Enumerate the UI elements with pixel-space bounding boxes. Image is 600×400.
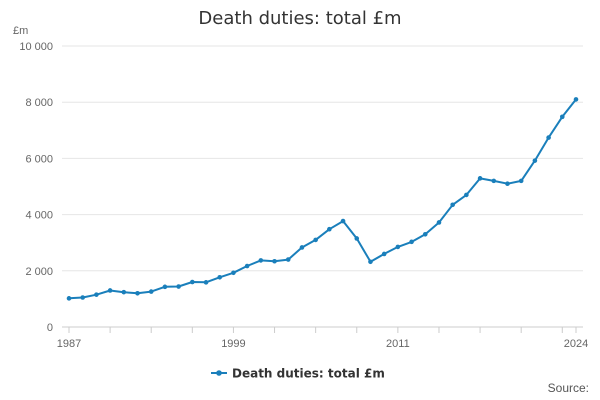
- chart-title: Death duties: total £m: [198, 8, 402, 29]
- data-point: [80, 295, 86, 300]
- data-point: [121, 289, 127, 295]
- data-point: [327, 226, 332, 232]
- data-point: [148, 289, 154, 294]
- data-point: [135, 290, 140, 296]
- y-tick-label: 0: [47, 322, 53, 334]
- y-tick-label: 10 000: [19, 41, 53, 53]
- x-tick-label: 1987: [57, 338, 81, 350]
- data-point: [491, 178, 497, 184]
- data-point: [244, 263, 250, 269]
- data-point: [505, 181, 510, 186]
- x-tick-label: 2011: [386, 338, 410, 350]
- y-tick-label: 4 000: [25, 210, 53, 222]
- data-point: [546, 135, 551, 140]
- data-point: [340, 218, 346, 224]
- data-point: [477, 176, 483, 181]
- data-point: [285, 257, 291, 262]
- data-point: [422, 231, 428, 237]
- data-point: [409, 239, 414, 245]
- legend-marker-icon: [216, 370, 222, 376]
- y-tick-label: 2 000: [25, 266, 53, 278]
- data-point: [559, 114, 565, 120]
- data-point: [450, 202, 455, 208]
- data-point: [299, 245, 305, 250]
- data-point: [464, 192, 469, 198]
- data-point: [203, 280, 209, 285]
- data-point: [313, 237, 318, 243]
- data-point: [354, 236, 360, 241]
- y-axis-unit-label: £m: [13, 25, 29, 37]
- data-point: [368, 259, 373, 265]
- y-tick-label: 8 000: [25, 97, 53, 109]
- data-point: [381, 251, 387, 257]
- data-point: [107, 288, 113, 293]
- data-point: [395, 244, 401, 250]
- x-tick-label: 1999: [221, 338, 245, 350]
- data-point: [272, 258, 277, 264]
- data-point: [573, 97, 579, 102]
- data-point: [190, 279, 195, 285]
- series-line: [68, 98, 577, 300]
- data-point: [518, 178, 524, 184]
- data-point: [231, 270, 236, 276]
- data-point: [162, 284, 168, 290]
- data-point: [176, 284, 181, 289]
- x-tick-label: 2024: [564, 338, 588, 350]
- data-point: [436, 220, 442, 225]
- legend-label: Death duties: total £m: [232, 367, 385, 381]
- data-point: [532, 158, 538, 163]
- data-point: [94, 292, 99, 297]
- y-tick-label: 6 000: [25, 153, 53, 165]
- data-point: [66, 296, 72, 301]
- source-label: Source:: [547, 381, 589, 395]
- data-point: [258, 258, 264, 263]
- data-point: [217, 274, 223, 280]
